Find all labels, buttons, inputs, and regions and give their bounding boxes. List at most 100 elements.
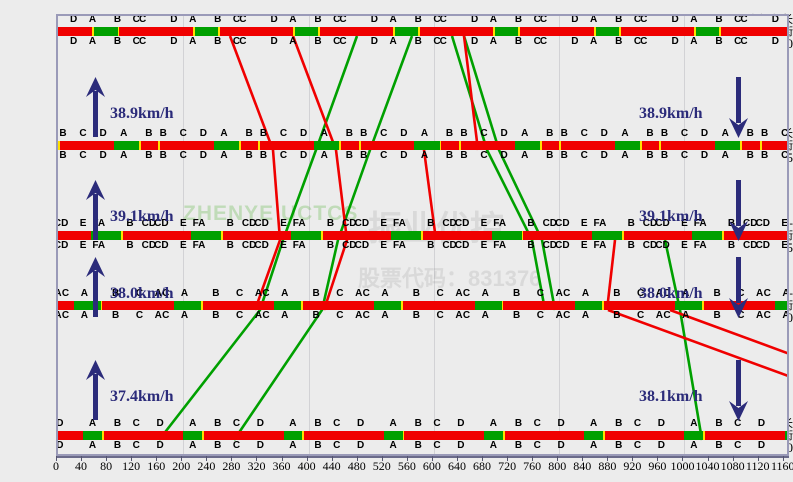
phase-letter: A (690, 16, 698, 25)
phase-letter: A (521, 128, 529, 139)
signal-segment-y (421, 231, 424, 240)
up-band-4 (462, 35, 557, 311)
phase-letter: D (170, 16, 178, 25)
phase-letter: A (682, 310, 690, 321)
signal-segment-r (358, 301, 375, 310)
signal-segment-g (715, 141, 741, 150)
phase-letter: B (145, 128, 153, 139)
signal-segment-r (761, 141, 787, 150)
phase-letter: C (433, 36, 441, 47)
signal-segment-g (391, 231, 422, 240)
phase-letter: A (682, 288, 690, 299)
phase-letter: C (734, 36, 742, 47)
phase-letter: B (560, 150, 568, 161)
phase-letter: CD (755, 218, 771, 229)
phase-letter: E (580, 240, 588, 251)
phase-letter: CD (442, 240, 457, 251)
x-tick (156, 456, 158, 461)
phase-letter: D (657, 418, 665, 429)
phase-letter: B (627, 218, 635, 229)
signal-segment-g (294, 27, 318, 36)
phase-letter: C (680, 128, 689, 139)
arrow-up-icon-3 (86, 360, 105, 420)
phase-letter: C (633, 16, 642, 25)
phase-letter: A (655, 310, 664, 321)
phase-letter: CD (442, 218, 457, 229)
x-tick-label: 840 (573, 459, 592, 473)
phase-letter: B (514, 16, 523, 25)
arrow-up-icon-2 (86, 257, 105, 317)
phase-letter: B (259, 128, 268, 139)
signal-segment-y (301, 301, 303, 310)
phase-letter: B (527, 218, 535, 229)
phase-letter: FA (393, 240, 406, 251)
x-tick (532, 456, 534, 461)
x-tick (456, 456, 458, 461)
phase-letter: D (671, 36, 679, 47)
phase-letter: B (59, 150, 67, 161)
signal-segment-r (260, 141, 315, 150)
phase-letter: B (646, 128, 654, 139)
phase-letter: B (460, 128, 468, 139)
phase-letter: A (481, 310, 489, 321)
x-tick (632, 456, 634, 461)
x-tick-label: 280 (222, 459, 241, 473)
phase-letter: B (761, 128, 769, 139)
phase-letter: C (533, 440, 541, 451)
phase-letter: B (226, 240, 234, 251)
phase-letter: CD (755, 240, 771, 251)
phase-letter: D (270, 36, 278, 47)
signal-segment-y (458, 141, 461, 150)
signal-segment-y (101, 431, 104, 440)
signal-bar-3 (58, 301, 787, 310)
signal-segment-y (702, 301, 704, 310)
phase-letter: CD (555, 240, 570, 251)
phase-letter: B (113, 418, 122, 429)
down-band-1 (228, 35, 282, 311)
phase-letter: A (782, 288, 787, 299)
phase-letter: FA (693, 218, 707, 229)
phase-letter: D (70, 36, 78, 47)
phase-letter: C (132, 418, 140, 429)
signal-segment-y (539, 141, 542, 150)
down-band-5 (605, 239, 617, 311)
signal-segment-r (703, 301, 760, 310)
x-tick (281, 456, 283, 461)
phase-letter: A (489, 36, 498, 47)
phase-letter: C (336, 288, 344, 299)
phase-letter: B (345, 128, 353, 139)
phase-letter: A (389, 418, 397, 429)
signal-segment-y (601, 301, 604, 310)
phase-letter: B (414, 440, 422, 451)
phase-letter: B (326, 240, 335, 251)
phase-letter: E (681, 240, 688, 251)
phase-letter: C (633, 418, 642, 429)
phase-letter: C (763, 310, 771, 321)
phase-letter: C (637, 288, 645, 299)
phase-letter: D (299, 128, 308, 139)
phase-letter: C (239, 36, 247, 47)
phase-letter: CD (58, 240, 69, 251)
phase-letter: CD (555, 218, 570, 229)
phase-letter: D (500, 128, 508, 139)
x-tick (306, 456, 308, 461)
signal-segment-r (203, 431, 259, 440)
signal-segment-y (138, 141, 141, 150)
phase-letter: C (462, 288, 471, 299)
phase-letter: A (581, 288, 590, 299)
signal-segment-r (103, 431, 159, 440)
signal-segment-r (458, 431, 484, 440)
phase-letter: D (557, 440, 565, 451)
signal-segment-y (200, 301, 203, 310)
phase-letter: A (756, 288, 764, 299)
phase-letter: C (333, 16, 341, 25)
phase-letter: C (179, 128, 187, 139)
phase-letter: D (671, 16, 679, 25)
signal-segment-r (504, 431, 560, 440)
x-tick-label: 560 (397, 459, 416, 473)
phase-letter: D (500, 150, 508, 161)
phase-letter: B (126, 218, 134, 229)
phase-letter: A (254, 288, 263, 299)
phase-letter: A (189, 36, 197, 47)
